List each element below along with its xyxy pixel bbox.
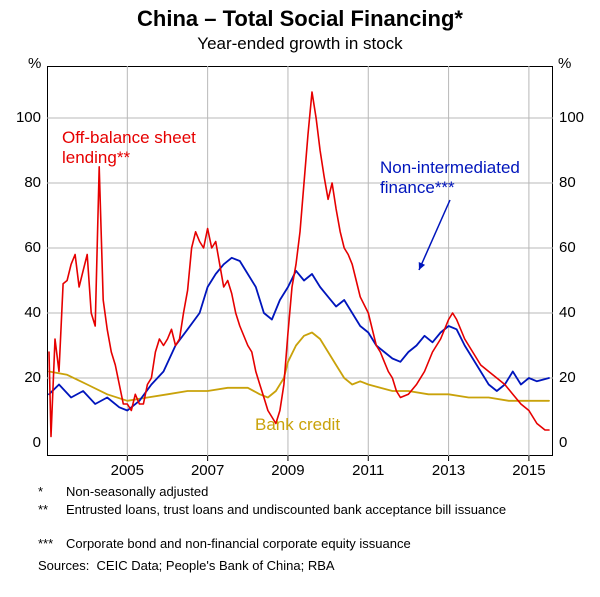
footnote-text: Non-seasonally adjusted — [66, 484, 586, 499]
footnote-row: *Non-seasonally adjusted — [38, 484, 593, 499]
y-tick-left: 20 — [0, 369, 41, 386]
footnote-row: ***Corporate bond and non-financial corp… — [38, 536, 593, 551]
x-tick: 2005 — [111, 462, 144, 479]
y-tick-left: 0 — [0, 434, 41, 451]
y-tick-left: 60 — [0, 239, 41, 256]
label-non-intermediated: Non-intermediated finance*** — [380, 158, 520, 198]
footnote-marker: * — [38, 484, 66, 499]
sources-text: CEIC Data; People's Bank of China; RBA — [97, 558, 335, 573]
y-unit-right: % — [558, 55, 571, 72]
y-tick-right: 0 — [559, 434, 567, 451]
x-tick: 2007 — [191, 462, 224, 479]
y-tick-left: 100 — [0, 109, 41, 126]
x-tick: 2013 — [432, 462, 465, 479]
y-tick-left: 40 — [0, 304, 41, 321]
sources-row: Sources: CEIC Data; People's Bank of Chi… — [38, 558, 593, 573]
y-tick-right: 100 — [559, 109, 584, 126]
y-tick-left: 80 — [0, 174, 41, 191]
chart-container: China – Total Social Financing* Year-end… — [0, 0, 600, 597]
sources-label: Sources: — [38, 558, 89, 573]
plot-area — [47, 66, 553, 456]
y-tick-right: 60 — [559, 239, 576, 256]
x-tick: 2011 — [352, 462, 384, 479]
label-bank-credit: Bank credit — [255, 415, 340, 435]
x-tick: 2009 — [271, 462, 304, 479]
footnote-marker: *** — [38, 536, 66, 551]
chart-title: China – Total Social Financing* — [0, 6, 600, 32]
label-off-balance: Off-balance sheet lending** — [62, 128, 196, 168]
footnote-row: **Entrusted loans, trust loans and undis… — [38, 502, 593, 517]
y-unit-left: % — [28, 55, 41, 72]
y-tick-right: 20 — [559, 369, 576, 386]
footnote-text: Corporate bond and non-financial corpora… — [66, 536, 586, 551]
chart-subtitle: Year-ended growth in stock — [0, 34, 600, 54]
y-tick-right: 40 — [559, 304, 576, 321]
y-tick-right: 80 — [559, 174, 576, 191]
footnote-marker: ** — [38, 502, 66, 517]
footnote-text: Entrusted loans, trust loans and undisco… — [66, 502, 586, 517]
x-tick: 2015 — [512, 462, 545, 479]
